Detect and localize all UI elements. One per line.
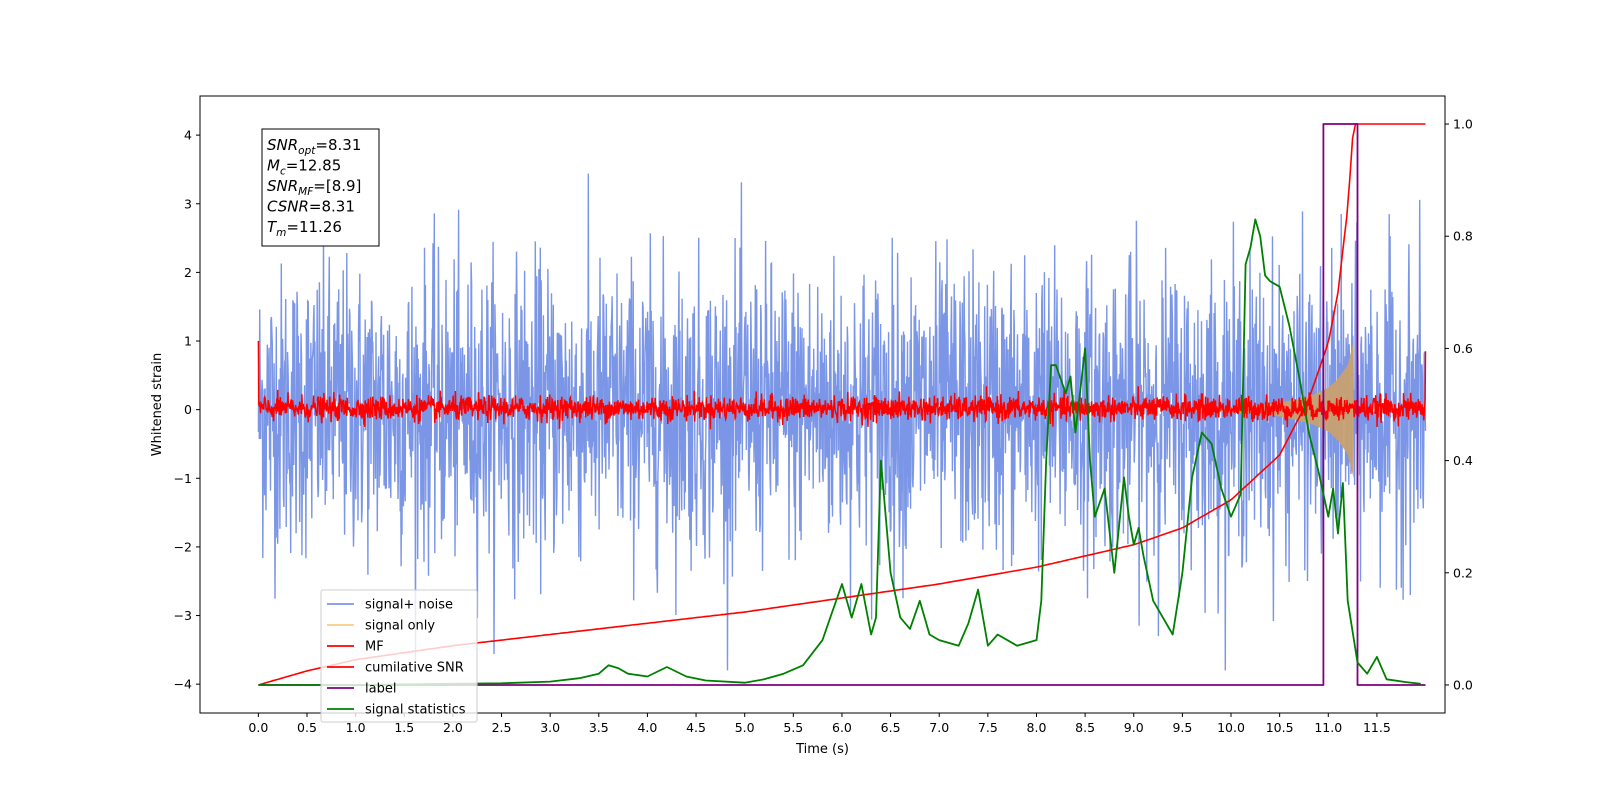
legend-label: cumilative SNR [365,661,464,676]
y-right-tick-label: 0.4 [1453,453,1473,468]
x-tick-label: 11.5 [1363,720,1391,735]
info-line: CSNR=8.31 [267,198,355,216]
info-line: Tm=11.26 [267,218,342,239]
y-tick-label: 0 [184,402,192,417]
x-tick-label: 2.5 [492,720,512,735]
y-tick-label: 3 [184,196,192,211]
x-tick-label: 10.5 [1266,720,1294,735]
legend-label: label [365,682,396,697]
legend-label: signal+ noise [365,598,453,613]
info-box-frame [261,128,380,247]
y-tick-label: 2 [184,265,192,280]
y-right-tick-label: 0.0 [1453,677,1473,692]
y-tick-label: −1 [174,471,192,486]
legend: signal+ noise signal only MF cumilative SNR… [320,589,478,723]
x-axis-label: Time (s) [795,742,849,757]
x-tick-label: 5.0 [735,720,755,735]
series-label [258,123,1426,686]
x-tick-label: 11.0 [1314,720,1342,735]
x-tick-label: 3.5 [589,720,609,735]
x-tick-label: 5.5 [783,720,803,735]
y-right-tick-label: 0.6 [1453,341,1473,356]
y-tick-label: −4 [174,677,192,692]
x-tick-label: 0.0 [248,720,268,735]
x-tick-label: 9.0 [1124,720,1144,735]
series-mf [257,340,1427,430]
legend-label: MF [365,640,384,655]
y-right-tick-label: 0.8 [1453,229,1473,244]
y-right-tick-label: 0.2 [1453,565,1473,580]
x-tick-label: 7.0 [929,720,949,735]
x-tick-label: 0.5 [297,720,317,735]
x-tick-label: 2.0 [443,720,463,735]
y-tick-label: −2 [174,539,192,554]
y-axis-label: Whitened strain [150,353,165,456]
axes-frame [199,95,1446,714]
info-line: SNRopt=8.31 [267,136,361,157]
x-tick-label: 4.5 [686,720,706,735]
x-tick-label: 6.0 [832,720,852,735]
series-signal-noise [257,173,1427,671]
x-tick-label: 1.5 [394,720,414,735]
legend-label: signal only [365,619,435,634]
y-tick-label: 1 [184,334,192,349]
x-tick-label: 1.0 [346,720,366,735]
x-tick-label: 7.5 [978,720,998,735]
legend-label: signal statistics [365,703,466,718]
info-line: SNRMF=[8.9] [267,177,361,198]
y-tick-label: 4 [184,128,192,143]
ticks-layer: 0.0 0.5 1.0 1.5 2.0 2.5 3.0 3.5 4.0 4.5 5.0 5.5 6.0 6… [174,117,1473,735]
y-tick-label: −3 [174,608,192,623]
x-tick-label: 4.0 [637,720,657,735]
x-tick-label: 8.0 [1027,720,1047,735]
x-tick-label: 10.0 [1217,720,1245,735]
x-tick-label: 8.5 [1075,720,1095,735]
legend-frame [320,589,478,723]
y-right-tick-label: 1.0 [1453,117,1473,132]
info-line: Mc=12.85 [267,157,341,178]
x-tick-label: 3.0 [540,720,560,735]
series-signal-statistics [258,218,1421,686]
x-tick-label: 6.5 [881,720,901,735]
x-tick-label: 9.5 [1172,720,1192,735]
